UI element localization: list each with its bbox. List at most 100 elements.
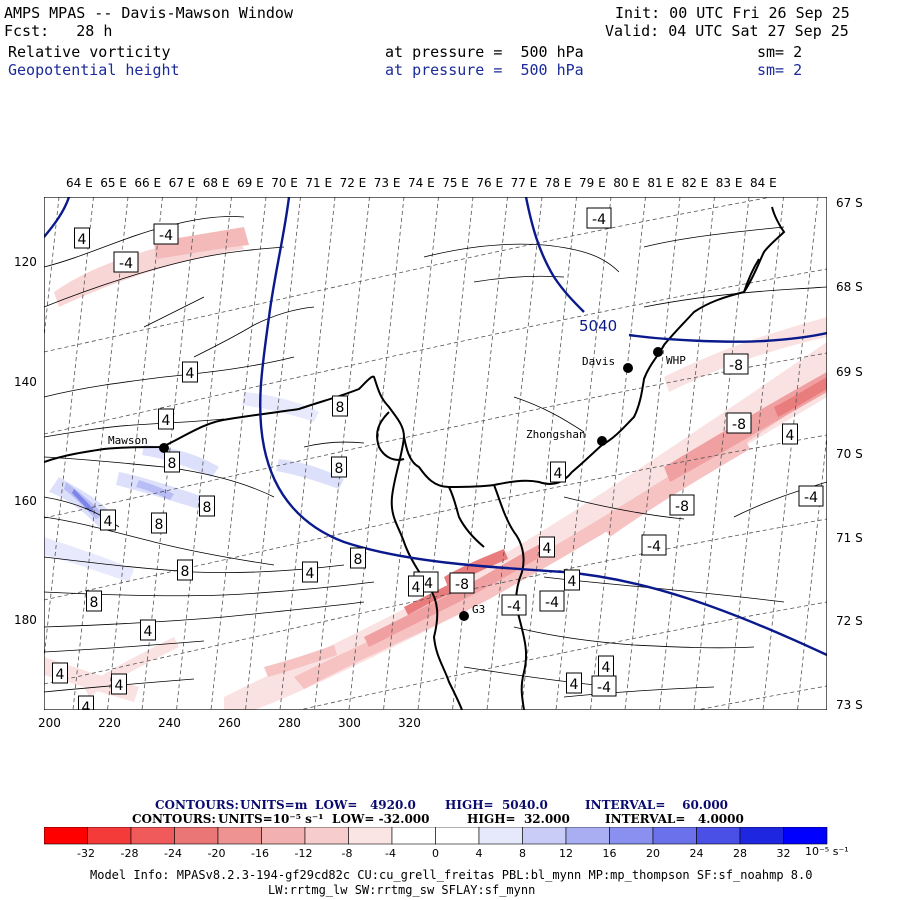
colorbar-tick-label: 0	[432, 847, 439, 860]
vorticity-label: -4	[545, 595, 559, 611]
lon-label: 72 E	[339, 176, 367, 190]
x-tick-label: 300	[338, 716, 361, 730]
station-g3-marker	[459, 611, 469, 621]
meridian-line	[210, 197, 267, 710]
field1-level: at pressure = 500 hPa	[385, 43, 584, 61]
vorticity-label: -8	[455, 577, 469, 593]
meridian-line	[555, 197, 612, 710]
vorticity-contours	[44, 216, 827, 698]
vorticity-label-box	[177, 559, 193, 581]
vorticity-label: 8	[336, 400, 345, 416]
contours1-units: UNITS=m	[240, 798, 308, 812]
colorbar-tick-label: 20	[646, 847, 660, 860]
lon-label: 81 E	[647, 176, 675, 190]
vorticity-label: 4	[104, 514, 113, 530]
colorbar-tick-label: -16	[251, 847, 269, 860]
contours1-interval: INTERVAL= 60.000	[585, 798, 729, 812]
vorticity-label: -4	[804, 490, 818, 506]
y-tick-label: 160	[14, 494, 37, 508]
vorticity-label: 8	[203, 500, 212, 516]
vorticity-label-box	[586, 207, 612, 229]
vorticity-label-box	[52, 662, 68, 684]
vorticity-label: -4	[592, 212, 606, 228]
vorticity-label: 4	[186, 366, 195, 382]
colorbar-tick-label: -8	[341, 847, 353, 860]
lat-label: 71 S	[836, 531, 863, 545]
vorticity-label: -8	[675, 499, 689, 515]
vorticity-label-box	[449, 572, 475, 594]
init-time: Init: 00 UTC Fri 26 Sep 25	[615, 4, 850, 22]
colorbar-swatch	[739, 827, 784, 845]
meridian-line	[590, 197, 646, 710]
vorticity-label-box	[182, 361, 198, 383]
lon-label: 80 E	[613, 176, 640, 190]
meridian-line	[762, 197, 819, 710]
y-tick-label: 140	[14, 375, 37, 389]
vorticity-label: 4	[162, 413, 171, 429]
station-zhongshan-marker	[597, 436, 607, 446]
parallel-line	[44, 197, 774, 353]
vorticity-label: 4	[568, 574, 577, 590]
vorticity-label-box	[566, 672, 582, 694]
meridian-line	[72, 197, 129, 710]
lon-label: 82 E	[681, 176, 709, 190]
x-tick-label: 240	[158, 716, 181, 730]
station-labels: Mawson Davis WHP Zhongshan G3	[108, 354, 686, 616]
lon-label: 74 E	[408, 176, 435, 190]
colorbar-swatch	[478, 827, 523, 845]
vorticity-label-box	[669, 494, 695, 516]
colorbar-tick-label: -24	[164, 847, 182, 860]
meridian-line	[452, 197, 508, 710]
vorticity-label-box	[501, 594, 527, 616]
lon-label: 66 E	[134, 176, 162, 190]
vorticity-label: 4	[543, 541, 552, 557]
vorticity-label-box	[564, 569, 580, 591]
station-davis-label: Davis	[582, 355, 615, 368]
contours2-units: UNITS=10⁻⁵ s⁻¹	[218, 812, 324, 826]
station-zhongshan-label: Zhongshan	[526, 428, 586, 441]
vorticity-label: 4	[786, 428, 795, 444]
vorticity-label: 4	[115, 678, 124, 694]
station-mawson-label: Mawson	[108, 434, 148, 447]
contours2-interval: INTERVAL= 4.0000	[605, 812, 744, 826]
plot-title: AMPS MPAS -- Davis-Mawson Window	[4, 4, 293, 22]
meridian-line	[521, 197, 577, 710]
parallel-line	[44, 352, 827, 519]
colorbar-swatch	[217, 827, 262, 845]
meridian-line	[624, 197, 681, 710]
vorticity-label-box	[350, 547, 366, 569]
colorbar-swatch	[609, 827, 654, 845]
colorbar-swatch	[348, 827, 393, 845]
vorticity-label-box	[199, 495, 215, 517]
vorticity-label-box	[140, 619, 156, 641]
vorticity-label-box	[550, 461, 566, 483]
lon-label: 67 E	[168, 176, 196, 190]
vorticity-label-box	[798, 485, 824, 507]
vorticity-label-box	[78, 695, 94, 710]
x-tick-label: 320	[398, 716, 421, 730]
lat-label: 72 S	[836, 614, 863, 628]
lat-label: 69 S	[836, 365, 863, 379]
meridian-line	[245, 197, 301, 710]
vorticity-label-box	[539, 590, 565, 612]
colorbar-swatch	[652, 827, 697, 845]
field2-level: at pressure = 500 hPa	[385, 61, 584, 79]
y-tick-label: 180	[14, 613, 37, 627]
colorbar-tick-label: 4	[475, 847, 483, 860]
lon-label: 84 E	[750, 176, 777, 190]
vorticity-label-box	[331, 456, 347, 478]
lon-label: 75 E	[442, 176, 469, 190]
contours1-high: HIGH= 5040.0	[445, 798, 548, 812]
lon-label: 70 E	[271, 176, 298, 190]
colorbar-swatch	[130, 827, 175, 845]
vorticity-label-box	[86, 590, 102, 612]
vorticity-label-box	[539, 536, 555, 558]
lon-label: 65 E	[100, 176, 127, 190]
x-tick-label: 280	[278, 716, 301, 730]
vorticity-label-box	[164, 451, 180, 473]
contours2-low: LOW= -32.000	[332, 812, 430, 826]
x-tick-label: 200	[38, 716, 61, 730]
meridian-line	[176, 197, 232, 710]
meridian-line	[728, 197, 784, 710]
